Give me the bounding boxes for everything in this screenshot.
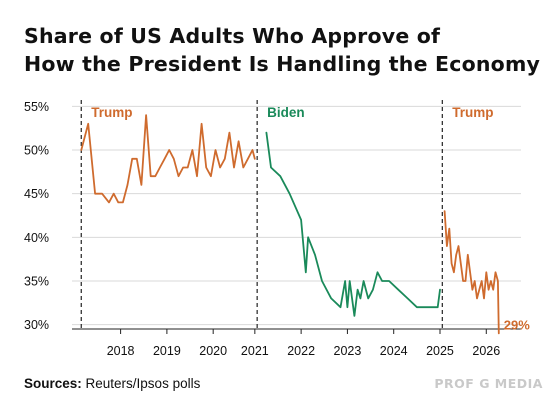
x-tick-label: 2026 xyxy=(472,344,500,358)
series-line xyxy=(265,131,441,317)
source-label: Sources: xyxy=(24,376,82,391)
x-tick-label: 2024 xyxy=(380,344,408,358)
chart-title-line-2: How the President Is Handling the Econom… xyxy=(24,52,541,76)
x-tick-label: 2023 xyxy=(334,344,362,358)
x-tick-label: 2022 xyxy=(287,344,315,358)
y-tick-label: 55% xyxy=(24,100,49,114)
x-tick-label: 2025 xyxy=(426,344,454,358)
y-tick-label: 35% xyxy=(24,274,49,288)
y-tick-label: 50% xyxy=(24,144,49,158)
chart-title: Share of US Adults Who Approve of How th… xyxy=(24,22,540,78)
chart-title-line-1: Share of US Adults Who Approve of xyxy=(24,24,441,48)
y-tick-label: 40% xyxy=(24,231,49,245)
term-label: Biden xyxy=(267,105,305,120)
series-line xyxy=(443,210,500,335)
y-tick-label: 30% xyxy=(24,318,49,332)
source-note: Sources: Reuters/Ipsos polls xyxy=(24,376,200,391)
y-tick-label: 45% xyxy=(24,187,49,201)
x-tick-label: 2019 xyxy=(153,344,181,358)
brand-logo: PROF G MEDIA xyxy=(434,376,543,391)
x-tick-label: 2021 xyxy=(241,344,269,358)
term-label: Trump xyxy=(452,105,493,120)
x-tick-label: 2018 xyxy=(107,344,135,358)
term-label: Trump xyxy=(91,105,132,120)
series-line xyxy=(80,114,256,204)
x-tick-label: 2020 xyxy=(199,344,227,358)
end-value-label: 29% xyxy=(504,317,530,332)
source-text: Reuters/Ipsos polls xyxy=(81,376,201,391)
